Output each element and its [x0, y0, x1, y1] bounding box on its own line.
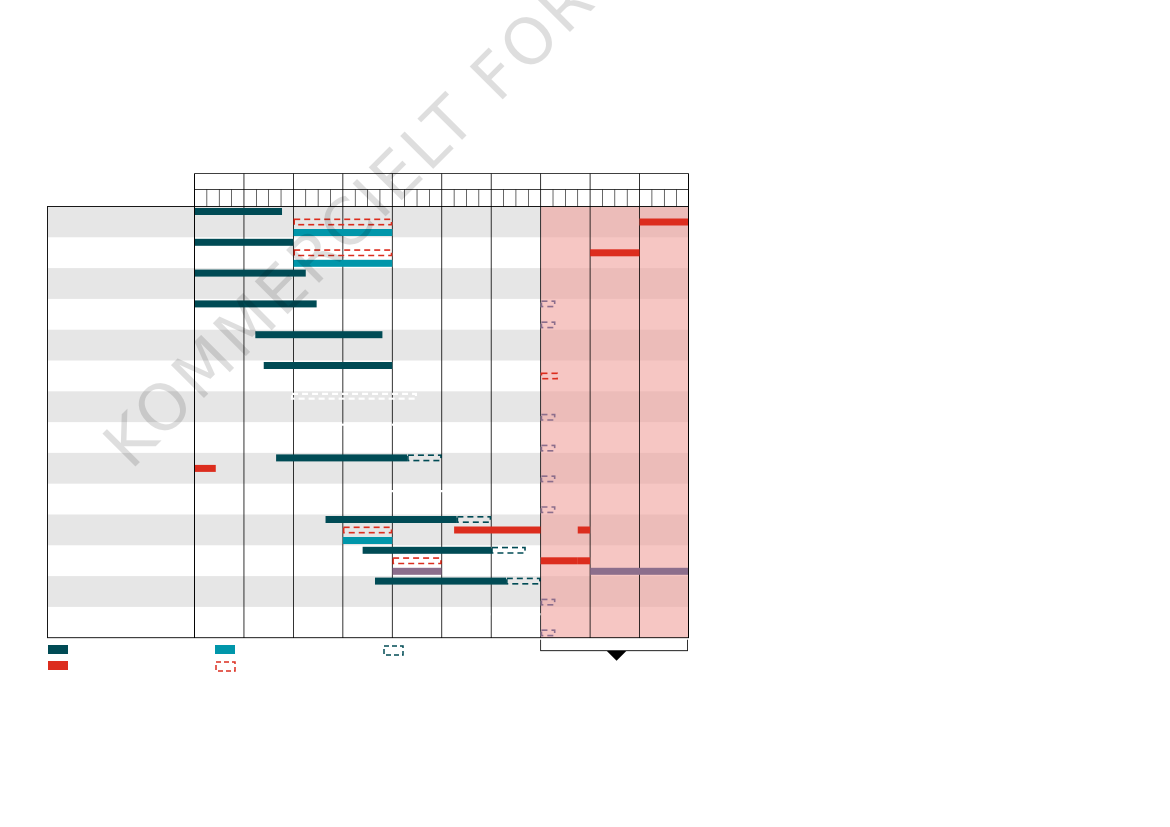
gantt-bar-planned [412, 608, 541, 616]
gantt-bar [293, 229, 393, 236]
gantt-bar-planned [506, 577, 541, 585]
gantt-bar-planned [352, 485, 479, 493]
gantt-bar-planned [300, 423, 430, 431]
legend-swatch-dashed [383, 645, 404, 656]
forecast-bracket [540, 639, 688, 661]
gantt-bar [362, 546, 492, 554]
chart-frame [47, 173, 689, 639]
gantt-bar-planned [540, 444, 556, 452]
gantt-bar [194, 300, 317, 308]
gantt-bar [194, 269, 306, 277]
gantt-bar-planned [290, 392, 418, 400]
gantt-bar [392, 567, 442, 575]
gantt-bar-planned [540, 506, 556, 514]
gantt-bar [263, 362, 393, 369]
bracket-arrow [606, 650, 627, 661]
bracket-line [540, 639, 688, 652]
gantt-bar [540, 557, 578, 565]
gantt-bar [276, 454, 408, 462]
gantt-bar [325, 516, 457, 523]
legend-swatch-dashed [215, 661, 236, 672]
gantt-bar [590, 567, 689, 575]
bars [194, 208, 689, 637]
gantt-bar-planned [392, 557, 442, 565]
gantt-bar-planned [293, 218, 393, 226]
gantt-bar [293, 259, 393, 267]
gantt-bar-planned [540, 321, 556, 329]
gantt-bar [194, 208, 283, 215]
gantt-bar-planned [540, 598, 556, 606]
gantt-bar-planned [540, 475, 556, 483]
gantt-bar [639, 218, 689, 226]
timeline-header [194, 173, 689, 207]
forecast-shade [540, 206, 689, 638]
legend-swatch [48, 661, 68, 670]
gantt-bar-planned [540, 300, 556, 308]
gantt-bar-planned [407, 454, 442, 462]
gantt-bar-planned [293, 249, 393, 257]
gantt-bar-planned [540, 629, 556, 637]
gantt-bar [577, 557, 591, 565]
gantt-bar-planned [342, 526, 393, 534]
gantt-bar-planned [540, 413, 556, 421]
gantt-bar-planned [456, 515, 492, 523]
legend-swatch [215, 645, 235, 654]
gantt-bar [454, 526, 541, 534]
gantt-bar [255, 331, 383, 339]
legend [48, 645, 404, 672]
forecast-area [540, 206, 689, 638]
gantt-bar [342, 537, 393, 544]
gantt-bar [374, 577, 507, 585]
gantt-bar-planned [491, 546, 526, 554]
gantt-bar [194, 464, 216, 472]
gantt-bar [194, 238, 294, 246]
gantt-bar [577, 526, 591, 534]
gantt-bar [590, 249, 640, 257]
legend-swatch [48, 645, 68, 654]
